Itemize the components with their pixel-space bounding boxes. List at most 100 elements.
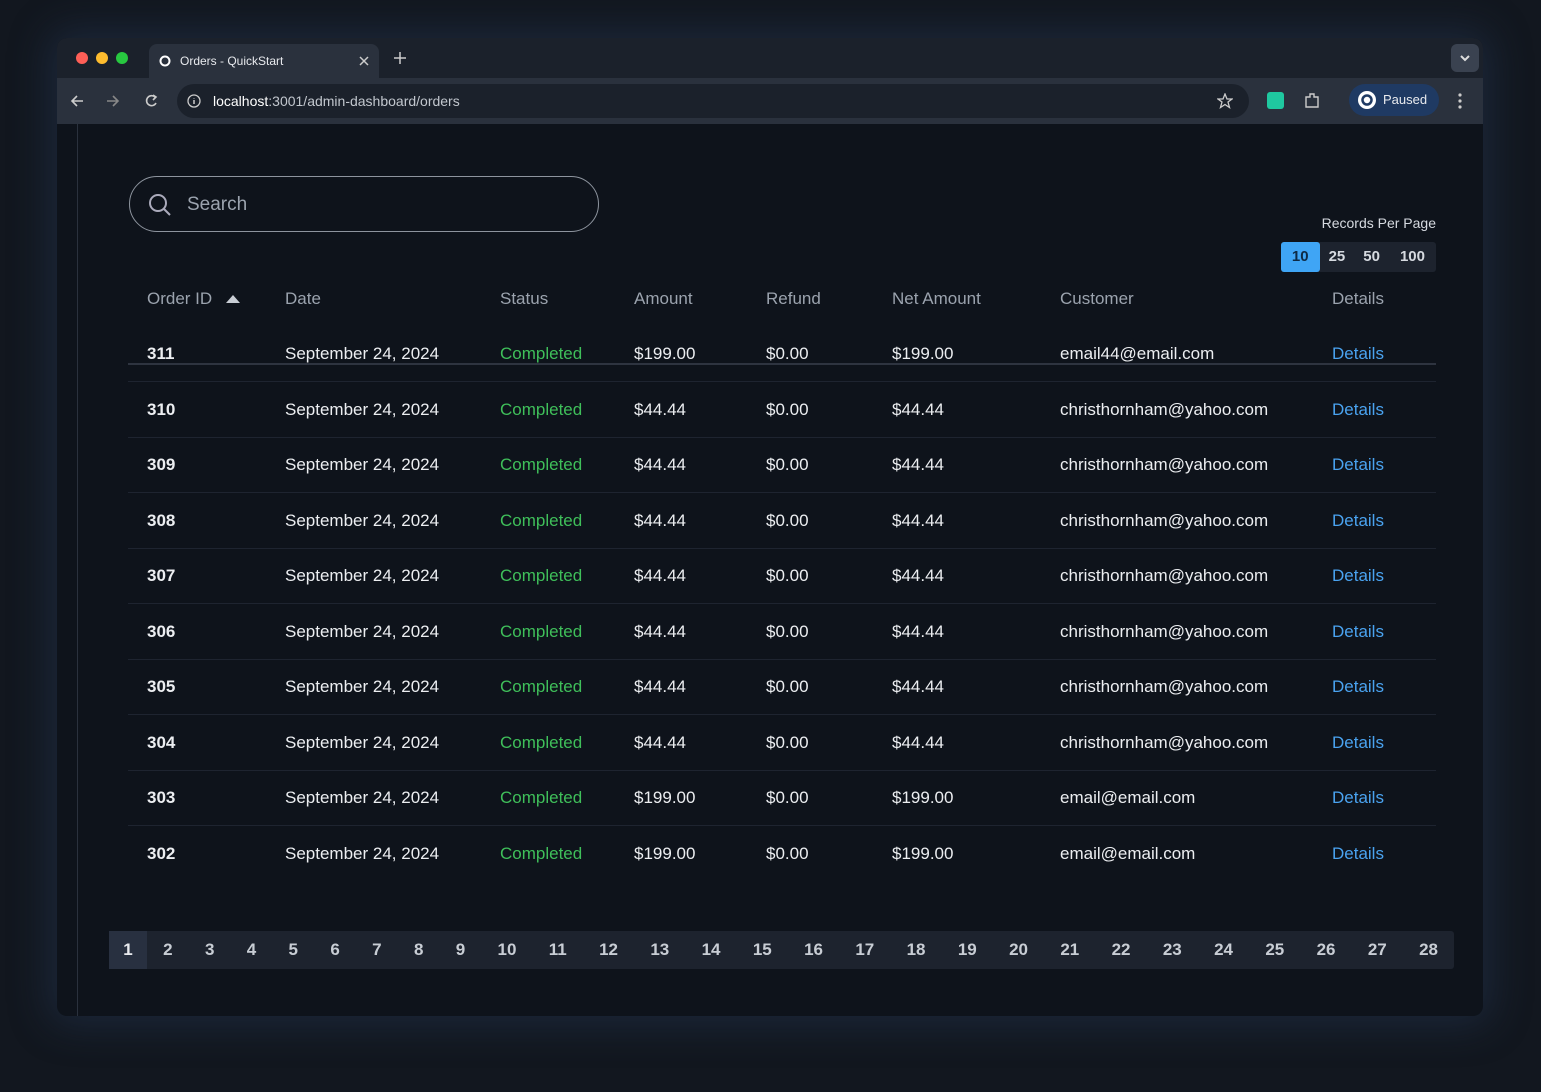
nav-buttons[interactable]	[69, 92, 179, 110]
page-button[interactable]: 16	[804, 940, 824, 959]
page-button[interactable]: 9	[455, 940, 466, 959]
date: September 24, 2024	[285, 344, 440, 363]
profile-button[interactable]: Paused	[1349, 84, 1439, 116]
details-link[interactable]: Details	[1332, 621, 1384, 641]
column-header[interactable]: Amount	[634, 289, 693, 308]
page-button[interactable]: 26	[1316, 940, 1336, 959]
refund: $0.00	[766, 843, 809, 863]
page-button[interactable]: 2	[163, 940, 173, 959]
column-header[interactable]: Status	[500, 289, 549, 308]
window-controls[interactable]	[75, 51, 135, 65]
page-button[interactable]: 14	[701, 940, 721, 959]
row-divider	[128, 714, 1436, 715]
refund: $0.00	[766, 566, 809, 585]
order-id: 308	[147, 510, 176, 530]
amount: $199.00	[634, 843, 696, 863]
page-button[interactable]: 28	[1419, 940, 1439, 959]
site-info[interactable]	[187, 94, 201, 108]
page-button[interactable]: 15	[752, 940, 772, 959]
column-header[interactable]: Date	[285, 289, 321, 308]
details-link[interactable]: Details	[1332, 399, 1384, 419]
page-button[interactable]: 4	[246, 940, 257, 959]
details-link[interactable]: Details	[1332, 344, 1384, 363]
page-button[interactable]: 22	[1111, 940, 1131, 959]
page-button[interactable]: 21	[1060, 940, 1080, 959]
records-option[interactable]: 100	[1399, 248, 1425, 265]
amount: $44.44	[634, 677, 686, 696]
details-link[interactable]: Details	[1332, 455, 1384, 474]
records-option[interactable]: 50	[1363, 248, 1380, 265]
page-button[interactable]: 3	[204, 940, 215, 959]
records-option[interactable]: 25	[1328, 248, 1346, 265]
page-button[interactable]: 17	[855, 940, 875, 959]
search-box[interactable]: Search	[129, 176, 599, 232]
page-button[interactable]: 5	[288, 940, 299, 959]
profile-icon	[1358, 91, 1376, 109]
extensions[interactable]	[1303, 92, 1321, 110]
status: Completed	[500, 510, 583, 530]
refund: $0.00	[766, 677, 809, 696]
date: September 24, 2024	[285, 455, 440, 474]
details-link[interactable]: Details	[1332, 843, 1384, 863]
column-header[interactable]: Details	[1332, 289, 1384, 308]
page-button[interactable]: 18	[906, 940, 926, 959]
column-header[interactable]: Refund	[766, 289, 821, 308]
order-id: 307	[147, 566, 176, 585]
details-link[interactable]: Details	[1332, 788, 1384, 807]
column-header[interactable]: Customer	[1060, 289, 1134, 308]
status: Completed	[500, 788, 583, 807]
page-button[interactable]: 12	[599, 940, 619, 959]
order-id: 304	[147, 732, 176, 752]
header-line	[128, 363, 1436, 365]
menu[interactable]	[1457, 92, 1463, 110]
page-button[interactable]: 25	[1265, 940, 1285, 959]
page-button[interactable]: 23	[1162, 940, 1182, 959]
records-label: Records Per Page	[1321, 215, 1436, 231]
tab[interactable]: Orders - QuickStart	[149, 44, 379, 78]
page-button[interactable]: 27	[1367, 940, 1387, 959]
row-divider	[128, 492, 1436, 493]
row-divider	[128, 436, 1436, 438]
column-header[interactable]: Order ID	[147, 289, 213, 308]
row-divider	[128, 381, 1436, 382]
page-button[interactable]: 20	[1009, 940, 1029, 959]
refund: $0.00	[766, 344, 809, 363]
details-link[interactable]: Details	[1332, 677, 1384, 696]
page-button[interactable]: 13	[650, 940, 670, 959]
status: Completed	[500, 677, 583, 696]
column-header[interactable]: Net Amount	[892, 289, 981, 308]
date: September 24, 2024	[285, 510, 440, 530]
page-button[interactable]: 10	[497, 940, 517, 959]
close-tab[interactable]	[359, 56, 369, 66]
search-placeholder: Search	[187, 194, 248, 215]
page-button[interactable]: 8	[413, 940, 424, 959]
row-divider	[128, 825, 1436, 826]
records-option[interactable]: 10	[1280, 242, 1320, 272]
tab-menu[interactable]	[1451, 44, 1479, 72]
pagination: 1 2 3 4 5 6 7 8 9 10 11 12 13 14 15 16 17 18 19 20 21 22 23 24 2…	[109, 931, 1454, 969]
customer: christhornham@yahoo.com	[1060, 677, 1269, 696]
amount: $44.44	[634, 566, 686, 585]
page-button[interactable]: 24	[1214, 940, 1234, 959]
details-link[interactable]: Details	[1332, 566, 1384, 585]
page-button[interactable]: 11	[548, 940, 567, 959]
page-button[interactable]: 1	[109, 931, 147, 969]
bookmark[interactable]	[1217, 93, 1233, 109]
status: Completed	[500, 843, 583, 863]
new-tab[interactable]	[393, 51, 407, 65]
amount: $44.44	[634, 455, 686, 474]
net-amount: $199.00	[892, 843, 954, 863]
net-amount: $199.00	[892, 788, 954, 807]
net-amount: $44.44	[892, 455, 944, 474]
address-bar[interactable]: localhost:3001/admin-dashboard/orders	[177, 84, 1249, 118]
details-link[interactable]: Details	[1332, 732, 1384, 752]
details-link[interactable]: Details	[1332, 510, 1384, 530]
date: September 24, 2024	[285, 677, 440, 696]
page-button[interactable]: 7	[372, 940, 382, 959]
url-path: :3001/admin-dashboard/orders	[268, 93, 460, 109]
page-button[interactable]: 19	[957, 940, 977, 959]
extension[interactable]	[1267, 92, 1285, 110]
page-button[interactable]: 6	[330, 940, 340, 959]
amount: $199.00	[634, 788, 696, 807]
